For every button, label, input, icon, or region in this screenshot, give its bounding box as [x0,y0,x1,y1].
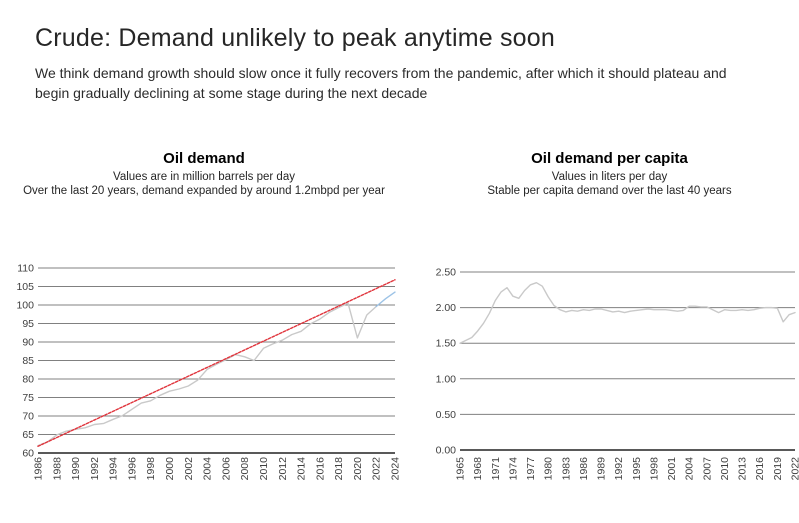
svg-text:1996: 1996 [126,457,138,481]
svg-text:2004: 2004 [202,457,214,481]
svg-text:2013: 2013 [737,457,749,481]
svg-text:1971: 1971 [490,457,502,481]
svg-text:2012: 2012 [277,457,289,481]
svg-text:2016: 2016 [314,457,326,481]
page-title: Crude: Demand unlikely to peak anytime s… [35,24,555,52]
svg-text:70: 70 [22,411,34,423]
svg-text:2016: 2016 [754,457,766,481]
oil-demand-subtitle-1: Values are in million barrels per day [113,171,295,183]
svg-text:0.00: 0.00 [436,445,457,457]
svg-text:1977: 1977 [525,457,537,481]
svg-text:110: 110 [17,263,34,275]
svg-text:1994: 1994 [108,457,120,481]
page-subtitle: We think demand growth should slow once … [35,65,727,101]
svg-text:2010: 2010 [719,457,731,481]
svg-text:2008: 2008 [239,457,251,481]
svg-text:1965: 1965 [455,457,467,481]
svg-text:1986: 1986 [578,457,590,481]
svg-text:2006: 2006 [220,457,232,481]
oil-demand-title: Oil demand [163,150,245,167]
svg-text:2019: 2019 [772,457,784,481]
svg-text:2014: 2014 [296,457,308,481]
svg-text:2004: 2004 [684,457,696,481]
svg-text:2000: 2000 [164,457,176,481]
svg-text:1998: 1998 [648,457,660,481]
svg-text:1988: 1988 [51,457,63,481]
svg-text:2.50: 2.50 [436,267,457,279]
svg-text:65: 65 [22,429,34,441]
svg-text:100: 100 [16,300,34,312]
svg-text:90: 90 [22,337,34,349]
svg-text:1992: 1992 [89,457,101,481]
svg-text:2010: 2010 [258,457,270,481]
svg-text:1968: 1968 [472,457,484,481]
svg-text:1.00: 1.00 [436,373,457,385]
svg-text:1980: 1980 [543,457,555,481]
oil-demand-subtitle-2: Over the last 20 years, demand expanded … [23,185,385,197]
svg-text:0.50: 0.50 [436,409,457,421]
svg-text:1992: 1992 [613,457,625,481]
svg-text:1983: 1983 [560,457,572,481]
svg-text:105: 105 [16,281,34,293]
svg-text:2018: 2018 [333,457,345,481]
per-capita-title: Oil demand per capita [531,150,688,167]
per-capita-subtitle-2: Stable per capita demand over the last 4… [487,185,732,197]
svg-text:85: 85 [22,355,34,367]
per-capita-header: Oil demand per capita Values in liters p… [420,150,799,198]
svg-text:2.00: 2.00 [436,302,457,314]
svg-text:1990: 1990 [70,457,82,481]
svg-text:2024: 2024 [390,457,401,481]
svg-text:2001: 2001 [666,457,678,481]
svg-text:1986: 1986 [33,457,45,481]
svg-text:95: 95 [22,318,34,330]
per-capita-subtitle-1: Values in liters per day [551,171,668,183]
svg-text:75: 75 [22,392,34,404]
oil-demand-header: Oil demand Values are in million barrels… [8,150,400,198]
svg-text:2022: 2022 [790,457,799,481]
per-capita-plot: 0.00 0.50 1.00 1.50 2.00 2.50 1965 1968 1971 1974… [436,267,799,481]
svg-text:1989: 1989 [596,457,608,481]
svg-text:2007: 2007 [701,457,713,481]
svg-text:1995: 1995 [631,457,643,481]
svg-text:1998: 1998 [145,457,157,481]
svg-text:2020: 2020 [352,457,364,481]
oil-demand-plot: 60 65 70 75 80 85 90 95 100 105 110 1986 1988 1990 199… [16,263,401,481]
svg-text:80: 80 [22,374,34,386]
svg-text:2002: 2002 [183,457,195,481]
svg-text:1.50: 1.50 [436,338,457,350]
svg-text:1974: 1974 [507,457,519,481]
svg-text:2022: 2022 [371,457,383,481]
svg-text:60: 60 [22,448,34,460]
